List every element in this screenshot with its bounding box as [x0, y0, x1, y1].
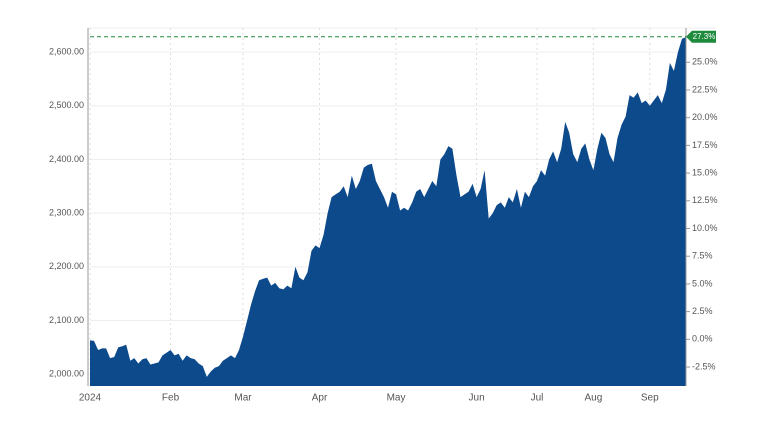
- y2-tick-label: 0.0%: [692, 334, 713, 344]
- y2-tick-label: 5.0%: [692, 278, 713, 288]
- y2-tick-label: 7.5%: [692, 251, 713, 261]
- y2-tick-label: 20.0%: [692, 112, 718, 122]
- x-tick-label: Apr: [312, 393, 328, 404]
- y-tick-label: 2,000.00: [49, 369, 84, 379]
- y2-tick-label: 2.5%: [692, 306, 713, 316]
- y2-tick-label: 10.0%: [692, 223, 718, 233]
- x-tick-label: Jul: [531, 393, 544, 404]
- area: [90, 37, 686, 386]
- y-tick-label: 2,400.00: [49, 154, 84, 164]
- x-tick-label: 2024: [79, 393, 102, 404]
- y-tick-label: 2,500.00: [49, 100, 84, 110]
- x-tick-label: Feb: [162, 393, 180, 404]
- y-tick-label: 2,100.00: [49, 315, 84, 325]
- y2-tick-label: 25.0%: [692, 57, 718, 67]
- x-tick-label: May: [387, 393, 406, 404]
- y-tick-label: 2,200.00: [49, 261, 84, 271]
- y2-tick-label: 17.5%: [692, 140, 718, 150]
- y2-tick-label: 15.0%: [692, 167, 718, 177]
- badge: [686, 30, 716, 43]
- y-tick-label: 2,300.00: [49, 208, 84, 218]
- x-tick-label: Jun: [469, 393, 485, 404]
- x-tick-label: Sep: [641, 393, 659, 404]
- x-tick-label: Mar: [234, 393, 252, 404]
- y2-tick-label: -2.5%: [692, 361, 716, 371]
- y-tick-label: 2,600.00: [49, 47, 84, 57]
- y2-tick-label: 22.5%: [692, 84, 718, 94]
- y2-tick-label: 12.5%: [692, 195, 718, 205]
- x-tick-label: Aug: [584, 393, 602, 404]
- badge-label: 27.3%: [693, 32, 716, 41]
